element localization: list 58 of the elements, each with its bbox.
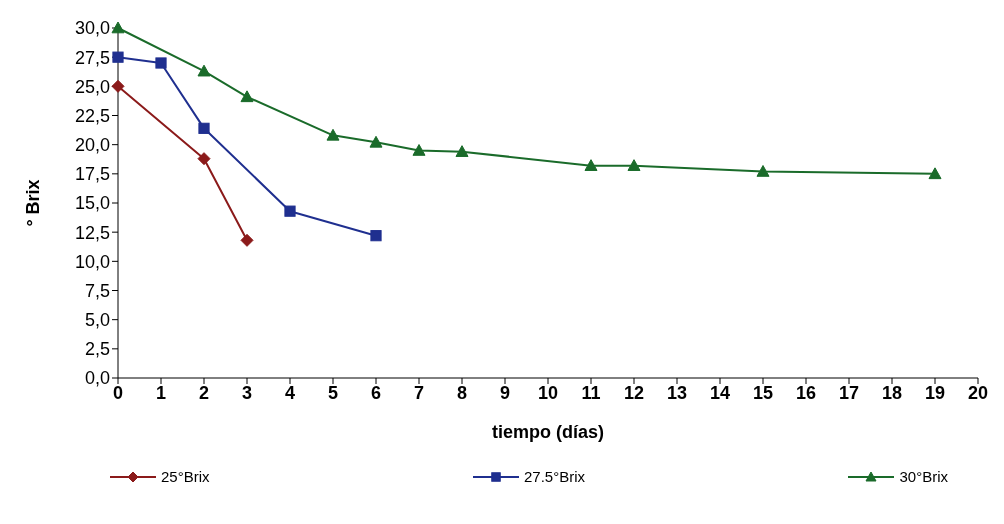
legend-label: 30°Brix bbox=[899, 468, 948, 485]
point bbox=[197, 64, 211, 77]
point bbox=[240, 90, 254, 103]
y-tick-label: 27,5 bbox=[74, 47, 110, 68]
x-tick-label: 16 bbox=[795, 382, 817, 403]
x-tick-label: 11 bbox=[581, 382, 601, 403]
point bbox=[111, 21, 125, 34]
y-tick-label: 22,5 bbox=[74, 105, 110, 126]
point bbox=[756, 165, 770, 177]
point bbox=[240, 233, 254, 247]
y-tick-label: 10,0 bbox=[74, 251, 110, 272]
y-tick-label: 25,0 bbox=[74, 76, 110, 97]
y-axis-title: ° Brix bbox=[23, 179, 44, 227]
point bbox=[369, 135, 383, 148]
point bbox=[370, 230, 382, 242]
point bbox=[584, 159, 598, 171]
x-tick-label: 3 bbox=[241, 382, 253, 403]
x-tick-label: 5 bbox=[327, 382, 339, 403]
x-tick-label: 13 bbox=[666, 382, 688, 403]
x-tick-label: 0 bbox=[112, 382, 124, 403]
x-tick-label: 9 bbox=[499, 382, 511, 403]
point bbox=[112, 51, 124, 63]
x-tick-label: 15 bbox=[752, 382, 774, 403]
y-tick-label: 15,0 bbox=[74, 193, 110, 214]
point bbox=[627, 159, 641, 171]
x-tick-label: 20 bbox=[967, 382, 989, 403]
y-tick-label: 2,5 bbox=[84, 339, 110, 360]
x-tick-label: 14 bbox=[709, 382, 731, 403]
point bbox=[284, 205, 296, 217]
point bbox=[155, 57, 167, 69]
x-tick-label: 10 bbox=[537, 382, 559, 403]
y-tick-label: 30,0 bbox=[74, 18, 110, 39]
legend-label: 27.5°Brix bbox=[523, 468, 586, 485]
x-tick-label: 1 bbox=[155, 382, 167, 403]
y-tick-label: 20,0 bbox=[74, 135, 110, 156]
y-tick-label: 17,5 bbox=[74, 164, 110, 185]
x-axis-title: tiempo (días) bbox=[491, 422, 605, 442]
y-tick-label: 0,0 bbox=[84, 368, 110, 389]
point bbox=[326, 128, 340, 141]
x-tick-label: 8 bbox=[456, 382, 468, 403]
x-tick-label: 17 bbox=[838, 382, 860, 403]
point bbox=[928, 167, 942, 180]
point bbox=[412, 144, 426, 156]
x-tick-label: 19 bbox=[924, 382, 946, 403]
x-tick-label: 6 bbox=[370, 382, 382, 403]
y-tick-label: 5,0 bbox=[84, 310, 110, 331]
point bbox=[455, 145, 469, 157]
x-tick-label: 4 bbox=[284, 382, 296, 403]
point bbox=[198, 122, 210, 134]
x-tick-label: 2 bbox=[198, 382, 210, 403]
legend-label: 25°Brix bbox=[161, 468, 210, 485]
point bbox=[197, 152, 211, 166]
y-tick-label: 12,5 bbox=[74, 222, 110, 243]
x-tick-label: 18 bbox=[881, 382, 903, 403]
y-tick-label: 7,5 bbox=[84, 280, 110, 301]
x-tick-label: 7 bbox=[413, 382, 425, 403]
point bbox=[111, 79, 125, 93]
x-tick-label: 12 bbox=[623, 382, 645, 403]
